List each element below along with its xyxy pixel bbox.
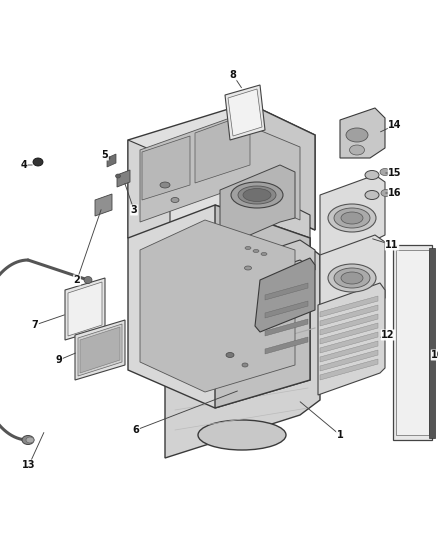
Polygon shape (255, 258, 315, 332)
Polygon shape (248, 103, 315, 230)
Polygon shape (265, 337, 308, 354)
Text: 8: 8 (230, 70, 237, 80)
Polygon shape (340, 108, 385, 158)
Polygon shape (265, 283, 308, 300)
Text: 3: 3 (131, 205, 138, 215)
Ellipse shape (231, 182, 283, 208)
Ellipse shape (238, 186, 276, 204)
Polygon shape (320, 341, 378, 362)
Text: 9: 9 (56, 355, 62, 365)
Ellipse shape (346, 128, 368, 142)
Polygon shape (429, 248, 435, 438)
Text: 4: 4 (21, 160, 27, 170)
Ellipse shape (341, 272, 363, 284)
Polygon shape (117, 170, 130, 187)
Polygon shape (320, 235, 385, 323)
Ellipse shape (328, 204, 376, 232)
Text: 6: 6 (133, 425, 139, 435)
Polygon shape (320, 350, 378, 371)
Text: 10: 10 (431, 350, 438, 360)
Polygon shape (228, 89, 262, 136)
Text: 14: 14 (388, 120, 402, 130)
Polygon shape (396, 250, 429, 435)
Ellipse shape (226, 352, 234, 358)
Polygon shape (142, 136, 190, 200)
Text: 12: 12 (381, 330, 395, 340)
Polygon shape (320, 332, 378, 353)
Polygon shape (195, 113, 250, 183)
Ellipse shape (198, 420, 286, 450)
Ellipse shape (381, 190, 391, 197)
Polygon shape (225, 85, 265, 140)
Ellipse shape (84, 277, 92, 284)
Ellipse shape (380, 168, 390, 175)
Polygon shape (75, 320, 125, 380)
Text: 2: 2 (74, 275, 81, 285)
Ellipse shape (350, 145, 364, 155)
Polygon shape (318, 283, 385, 395)
Polygon shape (128, 103, 315, 238)
Ellipse shape (365, 190, 379, 199)
Ellipse shape (328, 264, 376, 292)
Ellipse shape (116, 174, 120, 178)
Polygon shape (320, 359, 378, 380)
Ellipse shape (22, 435, 34, 445)
Polygon shape (320, 305, 378, 326)
Polygon shape (320, 314, 378, 335)
Polygon shape (140, 118, 300, 222)
Polygon shape (140, 220, 295, 392)
Polygon shape (78, 324, 122, 376)
Polygon shape (265, 319, 308, 336)
Ellipse shape (171, 198, 179, 203)
Polygon shape (80, 327, 120, 373)
Text: 7: 7 (32, 320, 39, 330)
Ellipse shape (160, 182, 170, 188)
Text: 15: 15 (388, 168, 402, 178)
Ellipse shape (33, 158, 43, 166)
Ellipse shape (334, 268, 370, 288)
Polygon shape (128, 205, 310, 408)
Polygon shape (107, 154, 116, 167)
Ellipse shape (244, 266, 251, 270)
Polygon shape (220, 165, 295, 248)
Polygon shape (393, 245, 432, 440)
Polygon shape (128, 140, 170, 255)
Polygon shape (68, 282, 102, 336)
Ellipse shape (243, 189, 271, 201)
Ellipse shape (253, 249, 259, 253)
Text: 16: 16 (388, 188, 402, 198)
Polygon shape (320, 296, 378, 317)
Ellipse shape (334, 208, 370, 228)
Ellipse shape (341, 212, 363, 224)
Ellipse shape (188, 254, 276, 286)
Polygon shape (215, 205, 310, 408)
Polygon shape (165, 240, 315, 305)
Text: 13: 13 (22, 460, 36, 470)
Ellipse shape (261, 253, 267, 255)
Polygon shape (165, 240, 320, 458)
Ellipse shape (106, 157, 110, 159)
Polygon shape (265, 301, 308, 318)
Text: 11: 11 (385, 240, 399, 250)
Polygon shape (320, 323, 378, 344)
Text: 1: 1 (337, 430, 343, 440)
Polygon shape (215, 205, 310, 295)
Ellipse shape (242, 363, 248, 367)
Ellipse shape (365, 171, 379, 180)
Polygon shape (95, 194, 112, 216)
Polygon shape (65, 278, 105, 340)
Polygon shape (320, 175, 385, 260)
Text: 5: 5 (102, 150, 108, 160)
Ellipse shape (26, 437, 34, 443)
Ellipse shape (245, 246, 251, 249)
